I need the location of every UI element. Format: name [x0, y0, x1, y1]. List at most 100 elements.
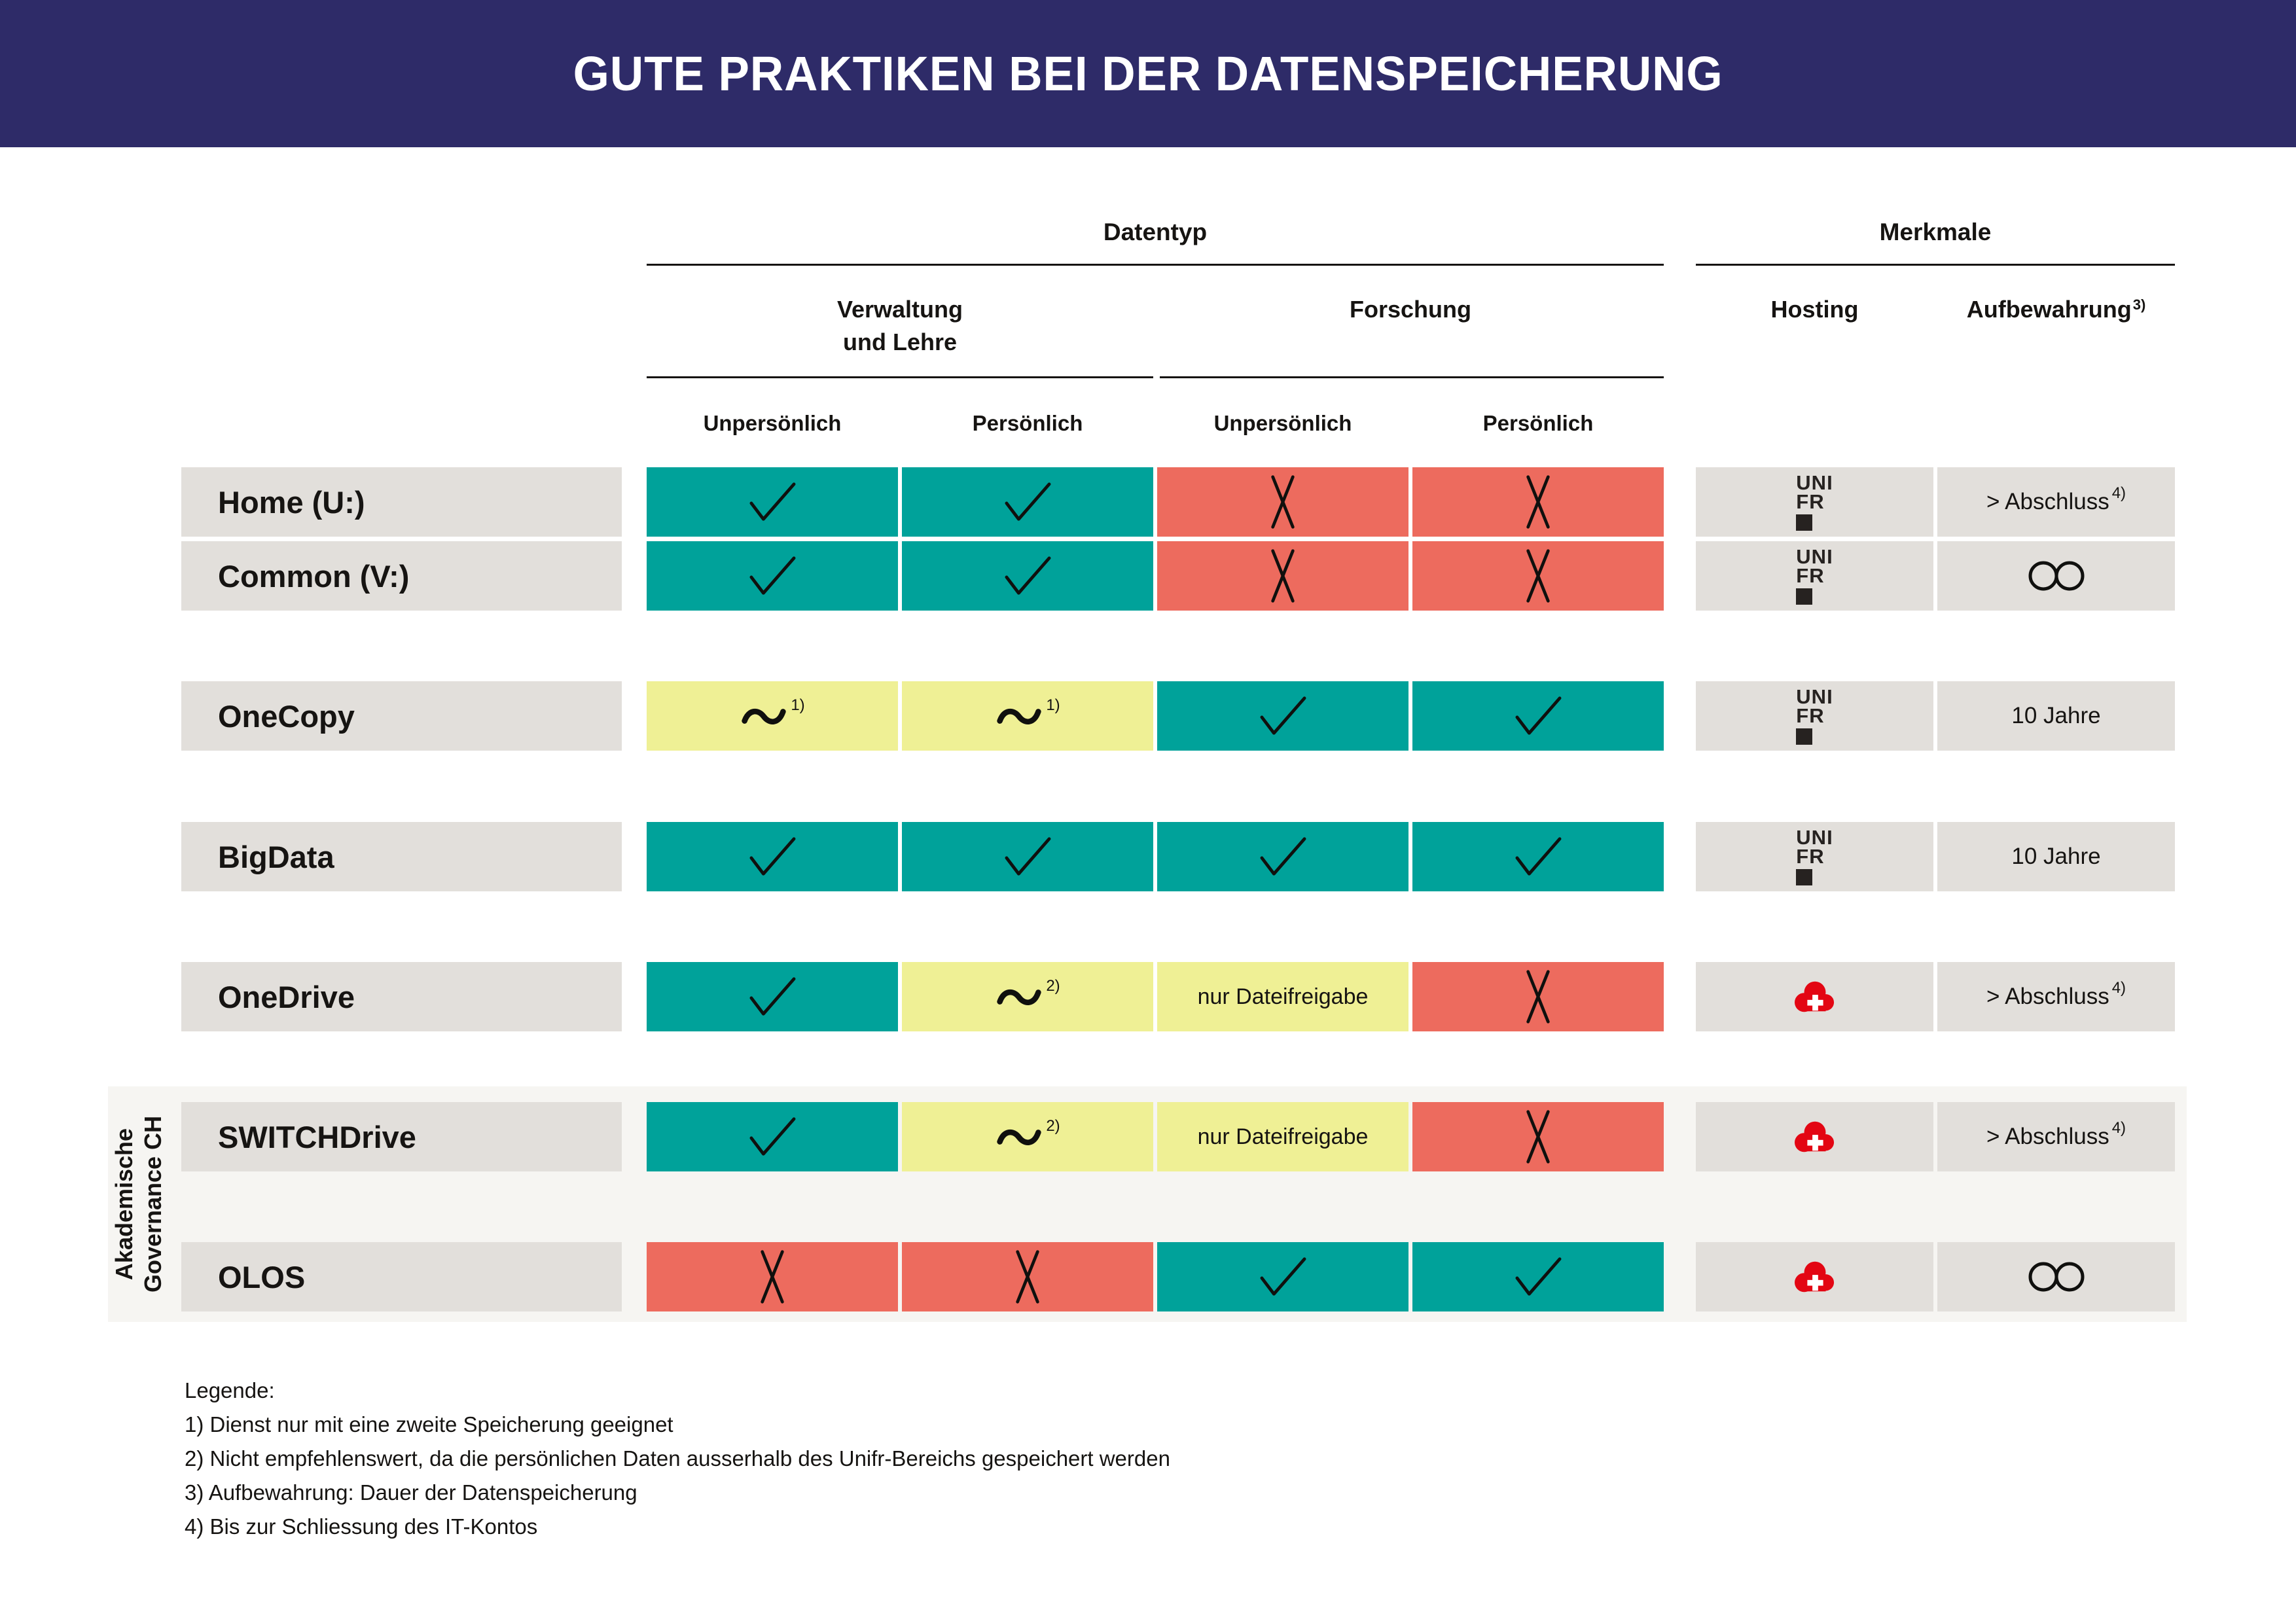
row-label-onedrive: OneDrive: [181, 962, 622, 1031]
retention-text: > Abschluss: [1986, 1124, 2109, 1149]
legend-item-2: 2) Nicht empfehlenswert, da die persönli…: [185, 1446, 1170, 1471]
hosting-cell: UNI FR: [1696, 681, 1933, 751]
column-header-unpersoenlich-verwaltung: Unpersönlich: [703, 411, 842, 435]
cell-note-text: nur Dateifreigabe: [1197, 1124, 1369, 1149]
cell-check: [647, 541, 898, 611]
check-icon: [749, 837, 796, 876]
retention-cell: [1937, 541, 2175, 611]
column-header-aufbewahrung: Aufbewahrung3): [1937, 293, 2175, 329]
footnote-ref-1: 1): [791, 696, 805, 714]
retention-cell: 10 Jahre: [1937, 822, 2175, 891]
check-icon: [1005, 482, 1051, 521]
check-icon: [749, 556, 796, 595]
cross-icon: [761, 1250, 784, 1304]
table-row-home: Home (U:) UNI FR > Abschluss 4): [0, 467, 2296, 537]
row-label-common: Common (V:): [181, 541, 622, 611]
column-header-persoenlich-verwaltung: Persönlich: [972, 411, 1083, 435]
cell-note-text: nur Dateifreigabe: [1197, 984, 1369, 1009]
footnote-ref-3: 3): [2132, 296, 2146, 313]
cell-conditional: 1): [902, 681, 1153, 751]
footnote-ref-4: 4): [2111, 979, 2126, 997]
cell-check: [902, 541, 1153, 611]
infinity-icon: [2028, 1262, 2084, 1292]
retention-cell: > Abschluss 4): [1937, 467, 2175, 537]
cross-icon: [1016, 1250, 1039, 1304]
cell-conditional: 2): [902, 962, 1153, 1031]
check-icon: [749, 1117, 796, 1156]
retention-text: 10 Jahre: [2011, 844, 2101, 869]
legend-title: Legende:: [185, 1378, 275, 1402]
retention-cell: 10 Jahre: [1937, 681, 2175, 751]
check-icon: [1260, 1257, 1306, 1296]
cell-check: [1157, 681, 1408, 751]
cross-icon: [1526, 1110, 1550, 1164]
cell-text-note: nur Dateifreigabe: [1157, 962, 1408, 1031]
cell-cross: [1157, 541, 1408, 611]
cross-icon: [1526, 970, 1550, 1024]
cell-check: [647, 467, 898, 537]
hosting-cell: UNI FR: [1696, 467, 1933, 537]
footnote-ref-2: 2): [1046, 1117, 1060, 1135]
cell-cross: [1412, 962, 1664, 1031]
unifr-logo-line2: FR: [1796, 704, 1825, 727]
column-header-unpersoenlich-forschung: Unpersönlich: [1213, 411, 1352, 435]
cell-check: [647, 822, 898, 891]
legend-item-1: 1) Dienst nur mit eine zweite Speicherun…: [185, 1412, 673, 1436]
check-icon: [1515, 837, 1562, 876]
row-label-bigdata: BigData: [181, 822, 622, 891]
footnote-ref-4: 4): [2111, 484, 2126, 502]
tilde-icon: [997, 1129, 1042, 1145]
row-label-switchdrive: SWITCHDrive: [181, 1102, 622, 1171]
check-icon: [1005, 556, 1051, 595]
column-header-persoenlich-forschung: Persönlich: [1482, 411, 1594, 435]
unifr-logo-square: [1796, 514, 1813, 531]
subheader-verwaltung-line2: und Lehre: [842, 329, 957, 355]
cell-cross: [1157, 467, 1408, 537]
hosting-cell: UNI FR: [1696, 541, 1933, 611]
cell-check: [902, 467, 1153, 537]
cross-icon: [1271, 475, 1295, 529]
footnote-ref-1: 1): [1046, 696, 1060, 714]
swiss-cloud-icon: [1794, 981, 1834, 1012]
unifr-logo: UNI FR: [1796, 827, 1833, 886]
unifr-logo: UNI FR: [1796, 473, 1833, 531]
hosting-cell: [1696, 1102, 1933, 1171]
cell-check: [1157, 1242, 1408, 1311]
table-row-bigdata: BigData UNI FR 10 Jahre: [0, 822, 2296, 891]
table-row-onecopy: OneCopy 1) 1) UNI FR 10 Jahre: [0, 681, 2296, 751]
cell-cross: [1412, 1102, 1664, 1171]
table-row-onedrive: OneDrive 2) nur Dateifreigabe > Abschlus…: [0, 962, 2296, 1031]
hosting-cell: UNI FR: [1696, 822, 1933, 891]
check-icon: [1515, 696, 1562, 735]
unifr-logo-line1: UNI: [1796, 685, 1833, 708]
unifr-logo-line2: FR: [1796, 490, 1825, 513]
cross-icon: [1526, 475, 1550, 529]
hosting-cell: [1696, 962, 1933, 1031]
divider-forschung: [1160, 376, 1664, 378]
group-header-datentyp: Datentyp: [1103, 219, 1208, 245]
retention-text: > Abschluss: [1986, 984, 2109, 1009]
row-label-olos: OLOS: [181, 1242, 622, 1311]
legend-item-3: 3) Aufbewahrung: Dauer der Datenspeicher…: [185, 1480, 637, 1505]
unifr-logo-square: [1796, 869, 1813, 886]
footnote-ref-2: 2): [1046, 977, 1060, 995]
retention-text: 10 Jahre: [2011, 703, 2101, 728]
cell-check: [647, 962, 898, 1031]
cell-cross: [1412, 541, 1664, 611]
unifr-logo: UNI FR: [1796, 687, 1833, 745]
cell-cross: [647, 1242, 898, 1311]
tilde-icon: [997, 989, 1042, 1005]
swiss-cloud-icon: [1794, 1121, 1834, 1152]
check-icon: [1515, 1257, 1562, 1296]
check-icon: [749, 977, 796, 1016]
row-label-onecopy: OneCopy: [181, 681, 622, 751]
retention-cell: [1937, 1242, 2175, 1311]
cell-check: [1157, 822, 1408, 891]
unifr-logo-square: [1796, 728, 1813, 745]
subheader-forschung: Forschung: [1350, 296, 1471, 323]
subheader-verwaltung-line1: Verwaltung: [836, 296, 963, 323]
table-row-olos: OLOS: [0, 1242, 2296, 1311]
cell-conditional: 1): [647, 681, 898, 751]
check-icon: [749, 482, 796, 521]
cross-icon: [1271, 549, 1295, 603]
